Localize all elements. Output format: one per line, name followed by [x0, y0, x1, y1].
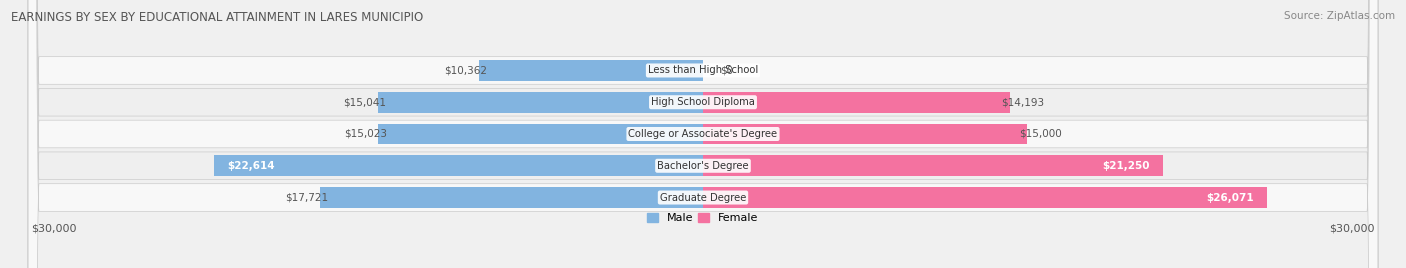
- Bar: [703, 155, 1163, 176]
- Bar: [319, 187, 703, 208]
- Text: Less than High School: Less than High School: [648, 65, 758, 76]
- Text: $10,362: $10,362: [444, 65, 488, 76]
- FancyBboxPatch shape: [28, 0, 1378, 268]
- Bar: [378, 124, 703, 144]
- Bar: [479, 60, 703, 81]
- Text: $0: $0: [720, 65, 734, 76]
- Text: Bachelor's Degree: Bachelor's Degree: [657, 161, 749, 171]
- Text: Graduate Degree: Graduate Degree: [659, 192, 747, 203]
- Text: $22,614: $22,614: [226, 161, 274, 171]
- Bar: [703, 187, 1267, 208]
- FancyBboxPatch shape: [28, 0, 1378, 268]
- Text: $15,023: $15,023: [343, 129, 387, 139]
- Text: College or Associate's Degree: College or Associate's Degree: [628, 129, 778, 139]
- Text: High School Diploma: High School Diploma: [651, 97, 755, 107]
- Text: $17,721: $17,721: [285, 192, 329, 203]
- Text: $26,071: $26,071: [1206, 192, 1254, 203]
- FancyBboxPatch shape: [28, 0, 1378, 268]
- FancyBboxPatch shape: [28, 0, 1378, 268]
- Legend: Male, Female: Male, Female: [643, 209, 763, 228]
- Text: Source: ZipAtlas.com: Source: ZipAtlas.com: [1284, 11, 1395, 21]
- Bar: [378, 92, 703, 113]
- Bar: [214, 155, 703, 176]
- Text: $14,193: $14,193: [1001, 97, 1045, 107]
- Text: $15,000: $15,000: [1019, 129, 1062, 139]
- Text: $21,250: $21,250: [1102, 161, 1150, 171]
- Bar: [703, 92, 1010, 113]
- Bar: [703, 124, 1028, 144]
- Text: $15,041: $15,041: [343, 97, 387, 107]
- FancyBboxPatch shape: [28, 0, 1378, 268]
- Text: EARNINGS BY SEX BY EDUCATIONAL ATTAINMENT IN LARES MUNICIPIO: EARNINGS BY SEX BY EDUCATIONAL ATTAINMEN…: [11, 11, 423, 24]
